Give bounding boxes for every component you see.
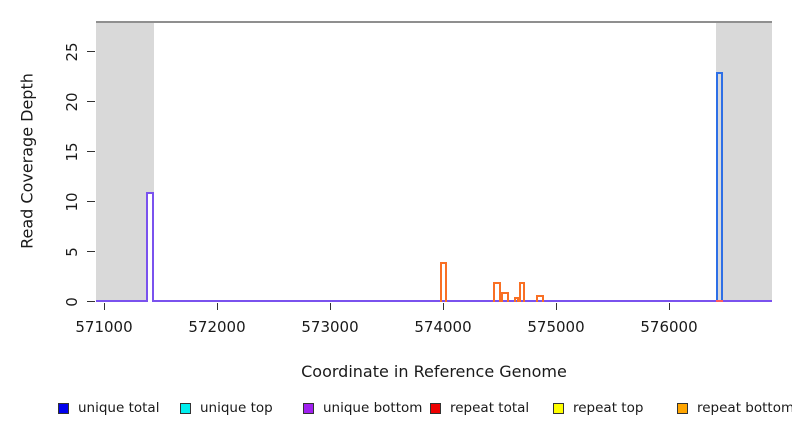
x-tick xyxy=(217,303,218,310)
coverage-spike-repeat-bottom xyxy=(439,262,447,302)
y-tick-label: 10 xyxy=(63,192,81,212)
zero-baseline xyxy=(96,300,772,302)
legend-swatch-icon xyxy=(430,402,441,414)
legend-item-unique-total: unique total xyxy=(58,400,160,416)
x-tick xyxy=(330,303,331,310)
x-tick xyxy=(104,303,105,310)
coverage-spike-unique-bottom xyxy=(146,192,155,302)
x-tick-label: 576000 xyxy=(640,318,698,336)
coverage-spike-repeat-bottom xyxy=(492,282,501,302)
legend-label: repeat bottom xyxy=(697,400,792,416)
y-tick-label: 5 xyxy=(63,247,81,257)
y-tick xyxy=(87,151,95,152)
x-tick-label: 573000 xyxy=(301,318,359,336)
legend-label: unique total xyxy=(78,400,160,416)
y-tick xyxy=(87,51,95,52)
legend-swatch-icon xyxy=(58,402,69,414)
y-tick xyxy=(87,251,95,252)
legend-swatch-icon xyxy=(677,402,688,414)
y-tick-label: 20 xyxy=(63,92,81,112)
y-tick-label: 25 xyxy=(63,42,81,62)
x-tick xyxy=(669,303,670,310)
y-tick-label: 15 xyxy=(63,142,81,162)
legend-label: repeat top xyxy=(573,400,644,416)
coverage-spike-repeat-bottom xyxy=(513,297,519,302)
coverage-spike-repeat-bottom xyxy=(535,295,544,302)
x-tick-label: 574000 xyxy=(414,318,472,336)
coverage-spike-unique-total xyxy=(716,72,724,302)
x-tick-label: 572000 xyxy=(188,318,246,336)
legend-label: unique top xyxy=(200,400,273,416)
legend-swatch-icon xyxy=(553,402,564,414)
plot-top-border xyxy=(96,21,772,23)
x-tick xyxy=(443,303,444,310)
legend-label: repeat total xyxy=(450,400,530,416)
coverage-spike-repeat-bottom xyxy=(518,282,525,302)
y-axis-title: Read Coverage Depth xyxy=(17,73,37,249)
x-tick-label: 571000 xyxy=(75,318,133,336)
legend-swatch-icon xyxy=(303,402,314,414)
legend-item-repeat-top: repeat top xyxy=(553,400,644,416)
legend-swatch-icon xyxy=(180,402,191,414)
repeat-region-band xyxy=(96,22,155,302)
y-tick xyxy=(87,201,95,202)
legend-label: unique bottom xyxy=(323,400,423,416)
x-tick xyxy=(556,303,557,310)
y-tick-label: 0 xyxy=(63,297,81,307)
coverage-spike-repeat-bottom xyxy=(500,292,509,302)
legend-item-repeat-bottom: repeat bottom xyxy=(677,400,792,416)
y-tick xyxy=(87,101,95,102)
legend-item-repeat-total: repeat total xyxy=(430,400,530,416)
legend-item-unique-bottom: unique bottom xyxy=(303,400,423,416)
y-tick xyxy=(87,301,95,302)
legend-item-unique-top: unique top xyxy=(180,400,273,416)
x-tick-label: 575000 xyxy=(527,318,585,336)
coverage-spike-repeat-total xyxy=(716,300,724,302)
repeat-region-band xyxy=(715,22,772,302)
x-axis-title: Coordinate in Reference Genome xyxy=(301,362,567,381)
